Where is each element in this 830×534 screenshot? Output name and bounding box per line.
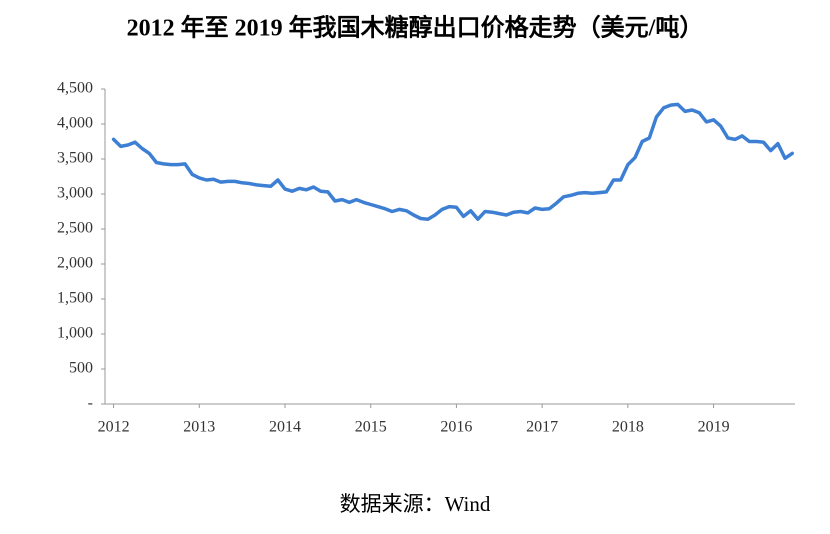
x-tick-label: 2019 [698,419,730,436]
y-tick-label: 1,500 [57,290,93,307]
y-tick-label: 1,000 [57,325,93,342]
y-tick-label: 3,000 [57,185,93,202]
y-tick-label: 2,500 [57,220,93,237]
x-tick-label: 2016 [440,419,472,436]
y-tick-label: 4,000 [57,115,93,132]
price-line [111,102,794,221]
x-tick-label: 2018 [612,419,644,436]
chart-title: 2012 年至 2019 年我国木糖醇出口价格走势（美元/吨） [127,14,704,42]
y-tick-label: 500 [69,360,93,377]
x-tick-label: 2012 [98,419,130,436]
y-tick-label: 3,500 [57,150,93,167]
x-tick-label: 2017 [526,419,558,436]
x-tick-label: 2013 [183,419,215,436]
y-tick-label: 2,000 [57,255,93,272]
y-tick-label: 4,500 [57,80,93,97]
x-tick-label: 2015 [355,419,387,436]
y-tick-label: - [88,395,93,412]
source-note: 数据来源：Wind [340,492,491,516]
x-tick-label: 2014 [269,419,301,436]
